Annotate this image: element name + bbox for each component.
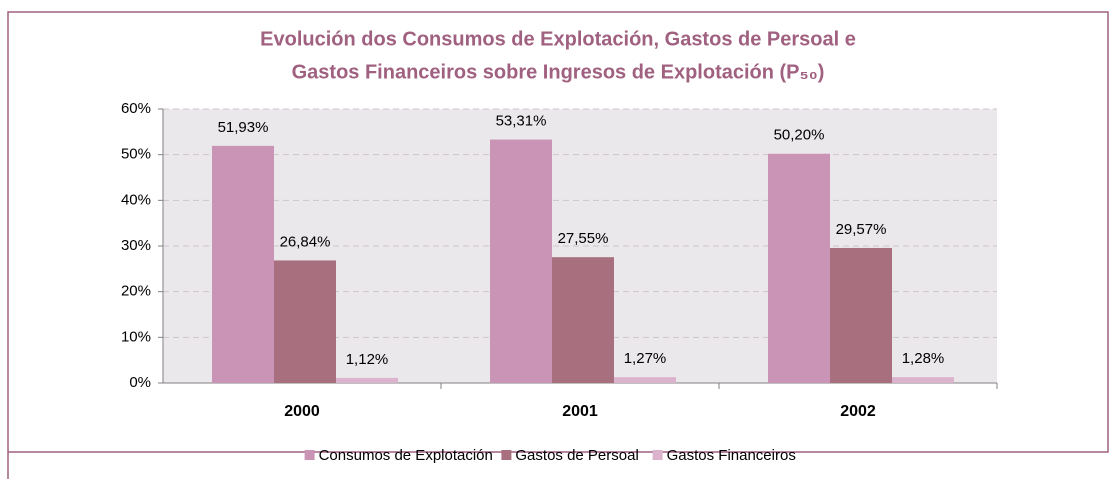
data-label: 51,93% [218, 119, 269, 136]
y-tick-label: 20% [121, 283, 151, 300]
data-label: 29,57% [836, 221, 887, 238]
bar [614, 377, 676, 383]
chart-title: Evolución dos Consumos de Explotación, G… [260, 28, 856, 50]
data-label: 1,28% [902, 350, 945, 367]
x-tick-label: 2002 [840, 403, 876, 420]
y-tick-label: 40% [121, 191, 151, 208]
legend-swatch [501, 450, 512, 460]
bar [892, 377, 954, 383]
bar [274, 260, 336, 383]
legend-swatch [652, 450, 663, 460]
legend-label: Gastos Financeiros [667, 447, 796, 464]
bar [336, 377, 398, 383]
y-tick-label: 60% [121, 100, 151, 117]
data-label: 27,55% [558, 230, 609, 247]
chart-frame [7, 11, 1109, 479]
chart-title: Gastos Financeiros sobre Ingresos de Exp… [292, 61, 825, 83]
bar [552, 257, 614, 383]
legend-label: Consumos de Explotación [319, 447, 493, 464]
data-label: 1,27% [624, 350, 667, 367]
y-tick-label: 0% [129, 374, 151, 391]
legend-swatch [304, 450, 315, 460]
data-label: 50,20% [774, 127, 825, 144]
data-label: 53,31% [496, 113, 547, 130]
x-tick-label: 2000 [284, 403, 320, 420]
legend-label: Gastos de Persoal [515, 447, 638, 464]
y-tick-label: 30% [121, 237, 151, 254]
bar [768, 153, 830, 383]
data-label: 26,84% [280, 233, 331, 250]
x-tick-label: 2001 [562, 403, 598, 420]
y-tick-label: 50% [121, 146, 151, 163]
bar [830, 247, 892, 383]
bar [212, 145, 274, 383]
bar [490, 139, 552, 383]
y-tick-label: 10% [121, 328, 151, 345]
data-label: 1,12% [346, 351, 389, 368]
